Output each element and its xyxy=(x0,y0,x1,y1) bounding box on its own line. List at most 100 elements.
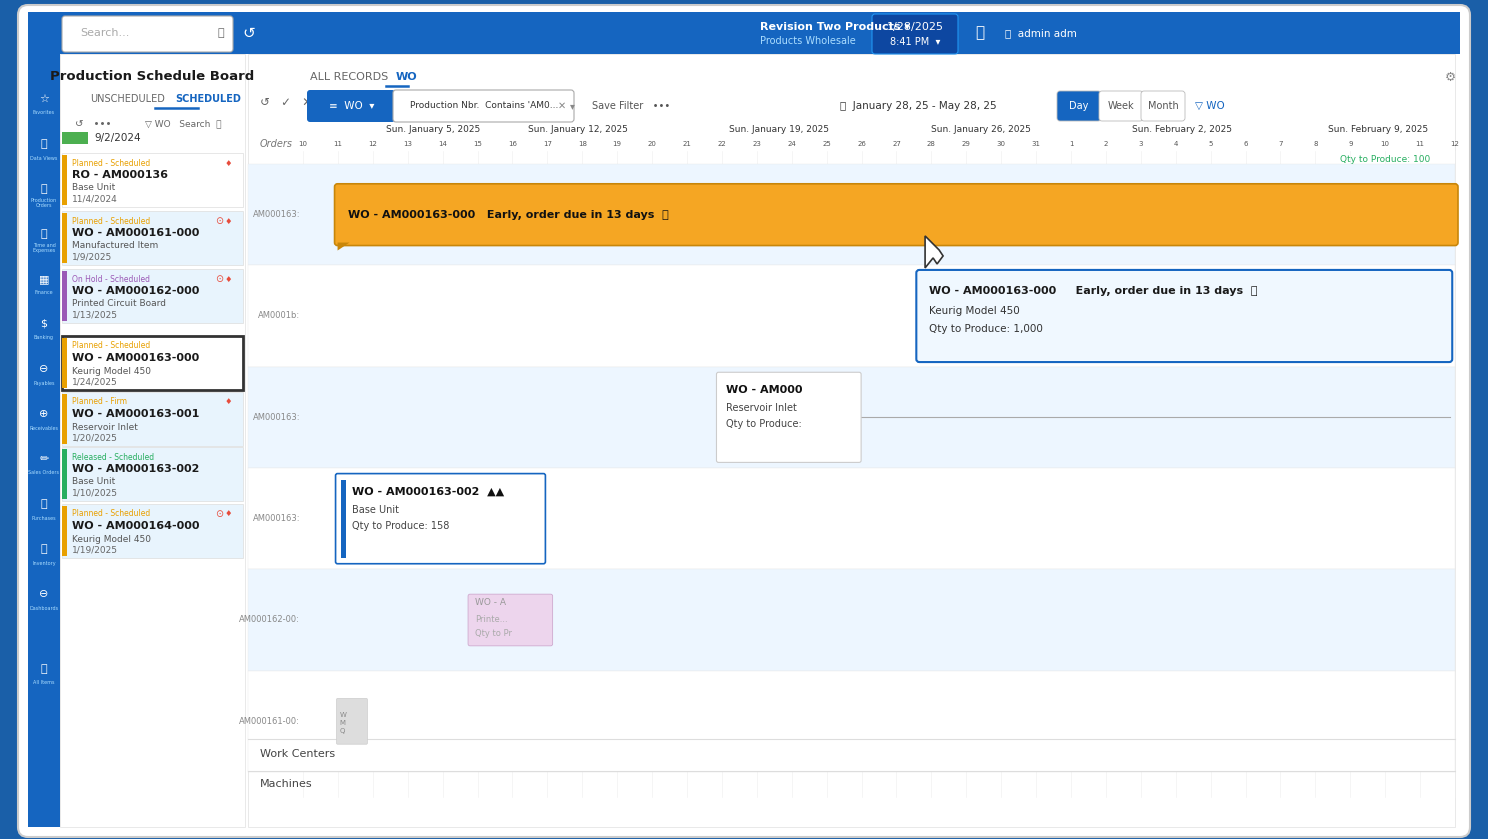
Text: ⊙: ⊙ xyxy=(214,274,223,284)
Bar xyxy=(248,367,1455,468)
Text: 1/10/2025: 1/10/2025 xyxy=(71,488,118,498)
Text: ▦: ▦ xyxy=(39,274,49,284)
Text: ⓘ: ⓘ xyxy=(975,25,984,40)
Text: ▽ WO: ▽ WO xyxy=(1195,101,1225,111)
Text: Products Wholesale: Products Wholesale xyxy=(760,36,856,46)
Text: 19: 19 xyxy=(613,141,622,147)
Text: AM000162-00:: AM000162-00: xyxy=(240,616,301,624)
Text: 👤  admin adm: 👤 admin adm xyxy=(1004,28,1077,38)
Text: 25: 25 xyxy=(823,141,830,147)
Text: 3: 3 xyxy=(1138,141,1143,147)
Text: Planned - Scheduled: Planned - Scheduled xyxy=(71,159,150,168)
Text: Data Views: Data Views xyxy=(30,155,58,160)
Text: Production Nbr.  Contains 'AM0...: Production Nbr. Contains 'AM0... xyxy=(411,102,558,111)
Text: ▾: ▾ xyxy=(570,101,574,111)
Text: SCHEDULED: SCHEDULED xyxy=(176,94,241,104)
Text: Base Unit: Base Unit xyxy=(351,504,399,514)
Text: 1/13/2025: 1/13/2025 xyxy=(71,310,118,320)
Text: Qty to Produce: 158: Qty to Produce: 158 xyxy=(351,521,449,530)
Text: Qty to Pr: Qty to Pr xyxy=(475,629,512,638)
Text: Favorites: Favorites xyxy=(33,111,55,116)
Text: 📅  January 28, 25 - May 28, 25: 📅 January 28, 25 - May 28, 25 xyxy=(841,101,997,111)
Bar xyxy=(62,447,243,501)
Text: 1: 1 xyxy=(1068,141,1073,147)
Text: ≡  WO  ▾: ≡ WO ▾ xyxy=(329,101,375,111)
Text: WO - AM000: WO - AM000 xyxy=(726,385,804,395)
Text: ALL RECORDS: ALL RECORDS xyxy=(310,72,388,82)
Text: ♦: ♦ xyxy=(225,509,232,519)
Text: Sun. January 26, 2025: Sun. January 26, 2025 xyxy=(931,124,1031,133)
Text: ⊙: ⊙ xyxy=(214,509,223,519)
FancyBboxPatch shape xyxy=(62,16,234,52)
Text: 8:41 PM  ▾: 8:41 PM ▾ xyxy=(890,37,940,47)
Text: 📦: 📦 xyxy=(40,544,48,554)
Text: Inventory: Inventory xyxy=(33,560,57,565)
Text: Save Filter   •••: Save Filter ••• xyxy=(592,101,670,111)
Text: WO - AM000163-000: WO - AM000163-000 xyxy=(71,353,199,363)
Text: Time and
Expenses: Time and Expenses xyxy=(33,242,55,253)
Text: Keurig Model 450: Keurig Model 450 xyxy=(71,534,150,544)
Bar xyxy=(62,271,67,321)
Bar xyxy=(248,265,1455,367)
Text: 🗂: 🗂 xyxy=(40,139,48,149)
Bar xyxy=(62,213,67,263)
Text: M: M xyxy=(339,721,345,727)
Text: Finance: Finance xyxy=(34,290,54,295)
Text: Planned - Scheduled: Planned - Scheduled xyxy=(71,509,150,519)
Text: Search...: Search... xyxy=(80,28,129,38)
Text: AM000163:: AM000163: xyxy=(253,210,301,219)
Text: W: W xyxy=(339,712,347,718)
Text: WO - AM000163-002: WO - AM000163-002 xyxy=(71,464,199,474)
Text: 27: 27 xyxy=(891,141,900,147)
Text: 14: 14 xyxy=(437,141,446,147)
Bar xyxy=(62,506,67,556)
Polygon shape xyxy=(926,236,943,268)
Text: 11/4/2024: 11/4/2024 xyxy=(71,195,118,204)
Text: 13: 13 xyxy=(403,141,412,147)
Text: WO - AM000163-000     Early, order due in 13 days  🟢: WO - AM000163-000 Early, order due in 13… xyxy=(930,286,1257,296)
Bar xyxy=(62,269,243,323)
Text: WO - A: WO - A xyxy=(475,598,506,607)
Text: 🛒: 🛒 xyxy=(40,499,48,509)
Bar xyxy=(62,449,67,499)
Text: 28: 28 xyxy=(927,141,936,147)
Text: 9: 9 xyxy=(1348,141,1353,147)
Text: WO - AM000163-002  ▲▲: WO - AM000163-002 ▲▲ xyxy=(351,487,503,497)
Text: 30: 30 xyxy=(997,141,1006,147)
Bar xyxy=(248,164,1455,265)
Text: ↺   ✓   ✕   ⊡: ↺ ✓ ✕ ⊡ xyxy=(260,96,333,108)
Text: Day: Day xyxy=(1070,101,1089,111)
Text: 8: 8 xyxy=(1312,141,1317,147)
Text: ▽ WO   Search  🔍: ▽ WO Search 🔍 xyxy=(144,119,222,128)
Text: Printe...: Printe... xyxy=(475,616,507,624)
Text: 11: 11 xyxy=(1415,141,1424,147)
Text: ☆: ☆ xyxy=(39,94,49,104)
FancyBboxPatch shape xyxy=(917,270,1452,362)
FancyBboxPatch shape xyxy=(1056,91,1101,121)
FancyBboxPatch shape xyxy=(717,373,862,462)
Text: Planned - Scheduled: Planned - Scheduled xyxy=(71,341,150,351)
FancyBboxPatch shape xyxy=(336,698,368,744)
FancyBboxPatch shape xyxy=(336,489,536,549)
Text: ♦: ♦ xyxy=(225,159,232,168)
Text: 🔍: 🔍 xyxy=(219,28,225,38)
Text: 18: 18 xyxy=(577,141,586,147)
Text: AM000163:: AM000163: xyxy=(253,514,301,524)
Text: Base Unit: Base Unit xyxy=(71,477,115,487)
Text: Qty to Produce:: Qty to Produce: xyxy=(726,420,802,430)
Bar xyxy=(62,392,243,446)
Polygon shape xyxy=(338,242,350,251)
Text: 15: 15 xyxy=(473,141,482,147)
Text: Dashboards: Dashboards xyxy=(30,606,58,611)
Text: 21: 21 xyxy=(683,141,692,147)
Text: Production Schedule Board: Production Schedule Board xyxy=(51,70,254,84)
FancyBboxPatch shape xyxy=(18,5,1470,837)
Text: On Hold - Scheduled: On Hold - Scheduled xyxy=(71,274,150,284)
Bar xyxy=(62,394,67,444)
Text: WO - AM000163-001: WO - AM000163-001 xyxy=(71,409,199,419)
Text: ⬛: ⬛ xyxy=(40,664,48,674)
Text: 16: 16 xyxy=(507,141,516,147)
Bar xyxy=(62,211,243,265)
Text: ↺: ↺ xyxy=(243,25,254,40)
Bar xyxy=(248,670,1455,772)
